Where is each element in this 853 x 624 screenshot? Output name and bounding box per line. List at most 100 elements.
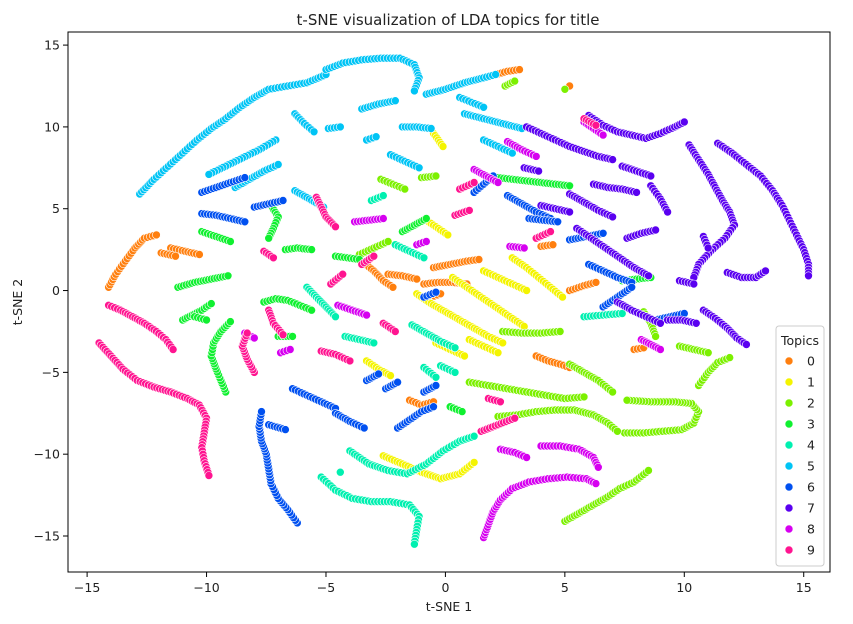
data-point (335, 122, 345, 132)
x-axis: −15 −10 −5 0 5 10 15 (74, 572, 812, 595)
series-4 (302, 191, 627, 549)
data-point (496, 397, 505, 407)
data-point (443, 230, 453, 240)
data-point (226, 237, 235, 246)
data-point (400, 184, 410, 194)
data-point (410, 539, 419, 549)
data-point (565, 207, 574, 217)
legend-marker (784, 419, 794, 429)
data-point (531, 152, 541, 161)
data-point (691, 318, 701, 328)
y-tick-label: −5 (42, 365, 60, 380)
data-point (335, 467, 345, 477)
data-point (438, 142, 448, 151)
series-6 (197, 171, 689, 528)
data-point (679, 117, 689, 127)
y-tick-label: 15 (44, 38, 60, 53)
data-point (331, 222, 340, 231)
data-point (226, 317, 235, 326)
data-point (371, 132, 381, 141)
data-point (414, 163, 424, 173)
data-point (309, 127, 319, 137)
legend-label: 8 (807, 522, 815, 537)
data-point (608, 155, 617, 164)
data-point (369, 251, 379, 261)
data-point (593, 462, 603, 472)
data-point (240, 173, 250, 182)
data-point (431, 372, 441, 382)
legend-title: Topics (780, 333, 819, 348)
data-point (240, 217, 250, 227)
data-point (469, 431, 479, 441)
data-point (431, 171, 441, 181)
data-point (761, 266, 770, 276)
data-point (307, 305, 316, 315)
data-point (608, 212, 617, 222)
data-point (426, 124, 436, 133)
data-point (457, 407, 467, 416)
data-point (450, 368, 460, 377)
series-2 (355, 76, 735, 526)
data-point (627, 282, 637, 292)
data-point (152, 230, 161, 240)
data-point (204, 170, 214, 179)
series-9 (94, 114, 601, 480)
data-point (223, 271, 233, 281)
legend-marker (784, 398, 794, 408)
data-point (632, 188, 641, 197)
legend-label: 4 (807, 438, 815, 453)
series-5 (135, 53, 527, 212)
data-point (281, 425, 290, 434)
data-point (288, 332, 297, 341)
data-point (656, 345, 665, 354)
data-point (479, 103, 488, 112)
y-axis: −15 −10 −5 0 5 10 15 (34, 38, 68, 544)
data-point (431, 381, 441, 390)
data-point (469, 458, 479, 467)
legend-marker (784, 503, 794, 513)
data-point (613, 426, 622, 436)
data-point (522, 453, 531, 462)
data-point (493, 178, 503, 187)
data-point (591, 278, 601, 287)
data-point (383, 237, 393, 246)
data-point (644, 466, 653, 475)
data-point (656, 318, 665, 328)
legend-marker (784, 440, 794, 450)
legend-label: 6 (807, 480, 815, 495)
y-tick-label: −15 (34, 529, 60, 544)
data-point (560, 85, 570, 94)
legend-label: 2 (807, 396, 815, 411)
y-tick-label: 10 (44, 119, 60, 134)
data-point (257, 407, 266, 416)
data-point (579, 392, 589, 402)
data-point (548, 240, 558, 249)
series-3 (173, 173, 656, 416)
legend-marker (784, 524, 794, 534)
data-point (742, 340, 751, 349)
legend: Topics 0 1 2 3 4 5 6 7 8 9 (775, 325, 825, 567)
legend-label: 3 (807, 417, 815, 432)
y-tick-label: −10 (34, 447, 60, 462)
data-point (378, 191, 388, 200)
data-point (390, 327, 400, 336)
data-point (510, 76, 520, 86)
data-point (546, 227, 555, 236)
data-point (469, 178, 479, 187)
data-point (273, 160, 283, 169)
data-point (646, 171, 656, 181)
data-point (651, 332, 660, 341)
data-point (703, 348, 713, 358)
plot-frame (67, 31, 831, 573)
data-point (591, 121, 601, 130)
data-point (171, 251, 180, 261)
x-tick-label: 5 (561, 580, 569, 595)
data-point (386, 371, 395, 380)
data-point (393, 377, 402, 387)
data-point (608, 387, 617, 397)
data-point (195, 250, 204, 259)
data-point (202, 315, 211, 325)
data-point (421, 214, 431, 223)
legend-box (775, 325, 825, 567)
